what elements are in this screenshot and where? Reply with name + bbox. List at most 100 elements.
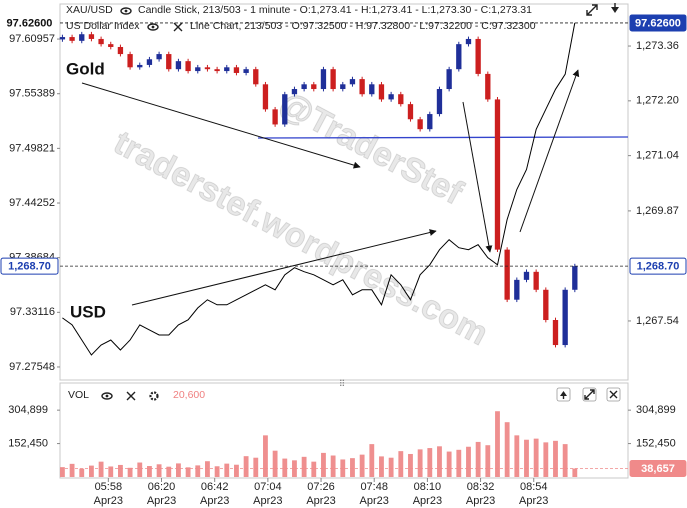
candle-body bbox=[523, 271, 530, 280]
last-value-label: 1,268.70 bbox=[8, 261, 51, 273]
candle-body bbox=[494, 99, 501, 250]
candle-body bbox=[79, 34, 85, 41]
arrow[interactable] bbox=[519, 69, 580, 233]
candle-body bbox=[291, 89, 298, 95]
volume-bar bbox=[234, 464, 239, 477]
candle-body bbox=[514, 279, 520, 300]
move-up-button[interactable] bbox=[556, 387, 571, 402]
maximize-button[interactable] bbox=[582, 387, 597, 402]
candle-body bbox=[146, 59, 153, 65]
x-tick-date: Apr23 bbox=[413, 495, 442, 507]
close-icon[interactable] bbox=[173, 22, 183, 32]
volume-bar bbox=[214, 466, 220, 477]
x-tick-date: Apr23 bbox=[519, 495, 548, 507]
volume-bar bbox=[224, 463, 230, 477]
arrow[interactable] bbox=[131, 229, 437, 306]
x-tick-date: Apr23 bbox=[200, 495, 229, 507]
y-tick-label: 1,269.87 bbox=[636, 205, 679, 217]
volume-bar bbox=[321, 452, 326, 477]
candle-body bbox=[69, 37, 75, 41]
series-info: Line Chart, 213/503 - O:97.32500 - H:97.… bbox=[190, 20, 536, 32]
candle-body bbox=[175, 61, 182, 70]
volume-bar bbox=[427, 448, 433, 477]
last-value-tag bbox=[0, 14, 59, 32]
candle-body bbox=[485, 73, 491, 100]
candle-body bbox=[456, 44, 462, 70]
volume-bar bbox=[446, 451, 452, 477]
volume-bar bbox=[572, 468, 578, 477]
last-value-label: 97.62600 bbox=[7, 17, 53, 29]
volume-bar bbox=[253, 457, 259, 477]
line-series bbox=[62, 22, 576, 356]
volume-bar bbox=[514, 435, 520, 477]
volume-bar bbox=[495, 411, 500, 477]
volume-bar bbox=[89, 465, 94, 477]
candle-body bbox=[572, 266, 578, 290]
candle-body bbox=[195, 67, 201, 72]
arrow[interactable] bbox=[81, 82, 361, 169]
volume-bar bbox=[108, 466, 114, 477]
volume-bar bbox=[533, 438, 539, 477]
candle-body bbox=[417, 119, 423, 130]
candle-body bbox=[504, 249, 510, 300]
volume-bar bbox=[398, 451, 404, 477]
volume-bar bbox=[137, 462, 143, 477]
volume-bar bbox=[60, 467, 65, 477]
candle-body bbox=[533, 271, 539, 290]
volume-bar bbox=[350, 458, 355, 477]
volume-bar bbox=[147, 466, 152, 477]
collapse-button[interactable] bbox=[611, 3, 619, 13]
eye-icon[interactable] bbox=[101, 392, 113, 400]
volume-bar bbox=[118, 464, 123, 477]
maximize-button[interactable] bbox=[586, 4, 598, 16]
candle-body bbox=[330, 69, 336, 90]
x-tick-date: Apr23 bbox=[253, 495, 282, 507]
resize-handle[interactable]: ⠿ bbox=[339, 378, 346, 388]
volume-bar bbox=[466, 446, 471, 477]
volume-bar bbox=[437, 446, 442, 477]
y-tick-label: 97.60957 bbox=[9, 33, 55, 45]
trend-line[interactable] bbox=[257, 136, 629, 139]
close-icon[interactable] bbox=[126, 391, 136, 401]
volume-bar bbox=[282, 458, 288, 477]
volume-bar bbox=[195, 465, 201, 477]
candle-body bbox=[543, 289, 549, 321]
x-tick-label: 05:58 bbox=[95, 481, 123, 493]
series-name: XAU/USD bbox=[66, 4, 113, 16]
volume-bar bbox=[456, 449, 462, 477]
price-panel bbox=[59, 3, 629, 381]
x-tick-label: 07:26 bbox=[307, 481, 335, 493]
volume-bar bbox=[408, 453, 413, 477]
candle-body bbox=[272, 109, 278, 125]
volume-bar bbox=[166, 466, 172, 477]
volume-bar bbox=[127, 467, 133, 477]
volume-bar bbox=[553, 440, 558, 477]
settings-icon[interactable] bbox=[149, 391, 159, 401]
candle-body bbox=[253, 69, 259, 85]
y-tick-label: 97.49821 bbox=[9, 142, 55, 154]
candle-body bbox=[427, 114, 433, 130]
candle-body bbox=[340, 84, 346, 90]
y-tick-label: 97.27548 bbox=[9, 361, 55, 373]
x-tick-date: Apr23 bbox=[147, 495, 176, 507]
annotation: Gold bbox=[66, 59, 105, 78]
close-button[interactable] bbox=[606, 387, 621, 402]
volume-bar bbox=[388, 457, 394, 477]
volume-bar bbox=[301, 456, 307, 477]
volume-bar bbox=[543, 442, 549, 477]
candle-body bbox=[166, 54, 172, 70]
volume-bar bbox=[562, 444, 568, 477]
candle-body bbox=[88, 34, 95, 39]
candle-body bbox=[262, 84, 269, 110]
volume-title: VOL bbox=[68, 389, 89, 401]
eye-icon[interactable] bbox=[120, 7, 132, 15]
eye-icon[interactable] bbox=[147, 23, 159, 31]
arrow[interactable] bbox=[462, 101, 493, 253]
candle-body bbox=[185, 61, 191, 72]
volume-bar bbox=[185, 467, 191, 477]
y-tick-label: 152,450 bbox=[8, 437, 48, 449]
volume-bar bbox=[475, 441, 481, 477]
volume-bar bbox=[176, 463, 181, 477]
x-tick-label: 07:04 bbox=[254, 481, 282, 493]
volume-bar bbox=[524, 439, 529, 477]
